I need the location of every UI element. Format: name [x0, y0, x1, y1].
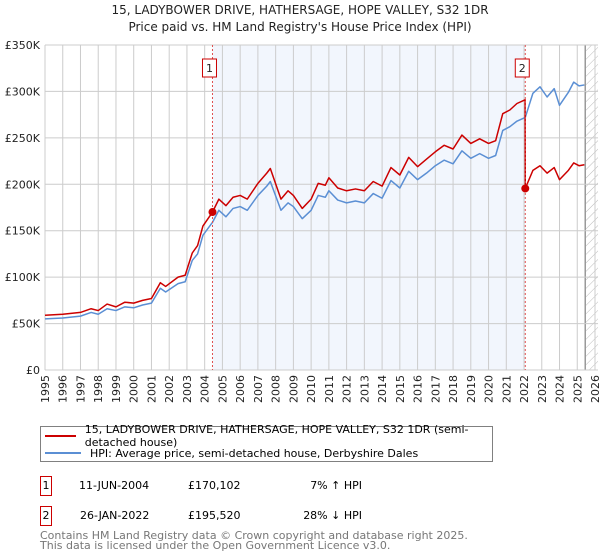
sale-point: [208, 208, 217, 217]
transaction-number: 1: [40, 476, 52, 496]
x-tick-label: 2019: [465, 375, 478, 403]
y-tick-label: £350K: [5, 39, 41, 52]
x-tick-label: 2013: [358, 375, 371, 403]
x-tick-label: 2016: [412, 375, 425, 403]
x-tick-label: 2025: [571, 375, 584, 403]
x-tick-label: 2000: [128, 375, 141, 403]
x-tick-label: 2015: [394, 375, 407, 403]
shaded-period: [212, 45, 526, 370]
x-tick-label: 2003: [181, 375, 194, 403]
footer-line-2: This data is licensed under the Open Gov…: [40, 539, 391, 552]
x-tick-label: 2012: [341, 375, 354, 403]
forecast-hatch: [585, 45, 598, 370]
footer-line-1: Contains HM Land Registry data © Crown c…: [40, 529, 468, 542]
chart-title: 15, LADYBOWER DRIVE, HATHERSAGE, HOPE VA…: [111, 3, 488, 17]
sale-point: [521, 184, 530, 193]
x-tick-label: 2007: [252, 375, 265, 403]
x-tick-label: 2022: [518, 375, 531, 403]
sale-label-box: [201, 58, 217, 78]
x-tick-label: 2014: [376, 375, 389, 403]
x-tick-label: 1996: [57, 375, 70, 403]
hpi-line: [44, 81, 585, 320]
legend-label-property: 15, LADYBOWER DRIVE, HATHERSAGE, HOPE VA…: [84, 423, 469, 449]
y-tick-label: £300K: [5, 85, 41, 98]
sale-label: 2: [519, 62, 526, 75]
x-tick-label: 1998: [92, 375, 105, 403]
legend-item-hpi: HPI: Average price, semi-detached house,…: [45, 445, 418, 461]
x-tick-label: 2002: [163, 375, 176, 403]
transaction-price: £195,520: [188, 509, 241, 522]
x-tick-label: 2010: [305, 375, 318, 403]
x-tick-label: 2021: [500, 375, 513, 403]
legend-swatch-blue: [45, 452, 81, 454]
x-tick-label: 2006: [234, 375, 247, 403]
x-tick-label: 2008: [270, 375, 283, 403]
transaction-date: 26-JAN-2022: [80, 509, 150, 522]
price-chart: 15, LADYBOWER DRIVE, HATHERSAGE, HOPE VA…: [5, 3, 600, 403]
x-tick-label: 2020: [483, 375, 496, 403]
x-tick-label: 2004: [199, 375, 212, 403]
y-tick-label: £150K: [5, 225, 41, 238]
legend-item-property: 15, LADYBOWER DRIVE, HATHERSAGE, HOPE VA…: [45, 423, 492, 449]
transaction-row: 1 11-JUN-2004 £170,102 7% ↑ HPI: [40, 476, 440, 496]
x-tick-label: 2024: [554, 375, 567, 403]
x-tick-label: 2011: [323, 375, 336, 403]
transaction-date: 11-JUN-2004: [79, 479, 150, 492]
legend: 15, LADYBOWER DRIVE, HATHERSAGE, HOPE VA…: [40, 423, 493, 462]
x-tick-label: 2023: [536, 375, 549, 403]
y-tick-label: £50K: [12, 318, 41, 331]
x-tick-label: 2017: [429, 375, 442, 403]
y-tick-label: £100K: [5, 271, 41, 284]
x-tick-label: 2018: [447, 375, 460, 403]
transaction-hpi-diff: 28% ↓ HPI: [303, 509, 362, 522]
sale-label-box: [514, 58, 530, 78]
sale-label: 1: [206, 62, 213, 75]
transaction-price: £170,102: [188, 479, 241, 492]
y-tick-label: £250K: [5, 132, 41, 145]
x-tick-label: 1995: [39, 375, 52, 403]
footer: Contains HM Land Registry data © Crown c…: [40, 529, 468, 552]
legend-label-hpi: HPI: Average price, semi-detached house,…: [90, 446, 419, 460]
transaction-number: 2: [40, 506, 52, 526]
x-tick-label: 2026: [589, 375, 600, 403]
y-tick-label: £0: [26, 364, 40, 377]
x-tick-label: 2005: [216, 375, 229, 403]
x-tick-label: 1997: [74, 375, 87, 403]
transaction-hpi-diff: 7% ↑ HPI: [310, 479, 362, 492]
x-tick-label: 1999: [110, 375, 123, 403]
x-tick-label: 2009: [287, 375, 300, 403]
y-tick-label: £200K: [5, 178, 41, 191]
property-price-line: [44, 99, 585, 316]
x-tick-label: 2001: [145, 375, 158, 403]
transaction-row: 2 26-JAN-2022 £195,520 28% ↓ HPI: [40, 506, 440, 526]
chart-subtitle: Price paid vs. HM Land Registry's House …: [128, 20, 471, 34]
legend-swatch-red: [45, 435, 76, 437]
